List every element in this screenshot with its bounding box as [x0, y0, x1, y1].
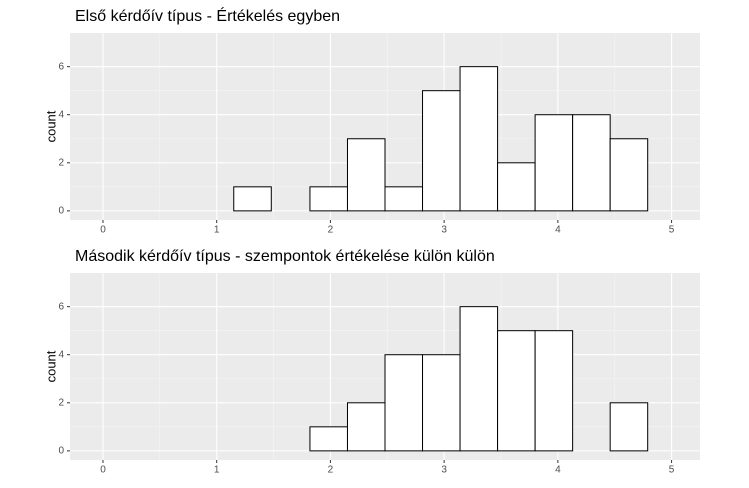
x-tick-label: 1 [214, 465, 220, 476]
histogram-bar [572, 114, 611, 212]
histogram-bar [459, 306, 499, 452]
x-tick-label: 4 [555, 465, 561, 476]
x-tick-label: 2 [328, 465, 334, 476]
histogram-bar [534, 114, 574, 212]
histogram-bar [422, 354, 461, 452]
histogram-bar [346, 138, 386, 212]
chart-panel: Második kérdőív típus - szempontok érték… [43, 248, 700, 476]
chart-panel: Első kérdőív típus - Értékelés egyben 0 1 2… [43, 6, 700, 236]
x-tick-label: 2 [328, 225, 334, 236]
histogram-bar [233, 186, 272, 212]
histogram-bar [384, 186, 424, 212]
y-axis-title: count [43, 110, 58, 142]
y-tick-label: 6 [58, 61, 64, 72]
x-tick-label: 4 [555, 225, 561, 236]
histogram-bar [384, 354, 424, 452]
histogram-bar [497, 162, 536, 212]
x-tick-label: 0 [100, 465, 106, 476]
y-tick-label: 0 [58, 446, 64, 457]
y-axis-title: count [43, 350, 58, 382]
y-tick-label: 2 [58, 397, 64, 408]
histogram-bar [609, 402, 649, 452]
x-tick-label: 0 [100, 225, 106, 236]
histogram-bar [459, 66, 499, 212]
y-tick-label: 4 [58, 349, 64, 360]
histogram-bar [309, 426, 348, 452]
y-tick-label: 0 [58, 206, 64, 217]
histogram-bar [346, 402, 386, 452]
x-tick-label: 3 [441, 465, 447, 476]
x-tick-label: 5 [669, 465, 675, 476]
chart-title: Második kérdőív típus - szempontok érték… [75, 248, 495, 265]
histogram-bar [309, 186, 348, 212]
histogram-bar [497, 330, 536, 452]
x-tick-label: 1 [214, 225, 220, 236]
x-tick-label: 3 [441, 225, 447, 236]
y-tick-label: 6 [58, 301, 64, 312]
histogram-bar [534, 330, 574, 452]
chart-title: Első kérdőív típus - Értékelés egyben [75, 6, 340, 25]
histogram-bar [609, 138, 649, 212]
y-tick-label: 2 [58, 157, 64, 168]
y-tick-label: 4 [58, 109, 64, 120]
x-tick-label: 5 [669, 225, 675, 236]
histogram-bar [422, 90, 461, 212]
